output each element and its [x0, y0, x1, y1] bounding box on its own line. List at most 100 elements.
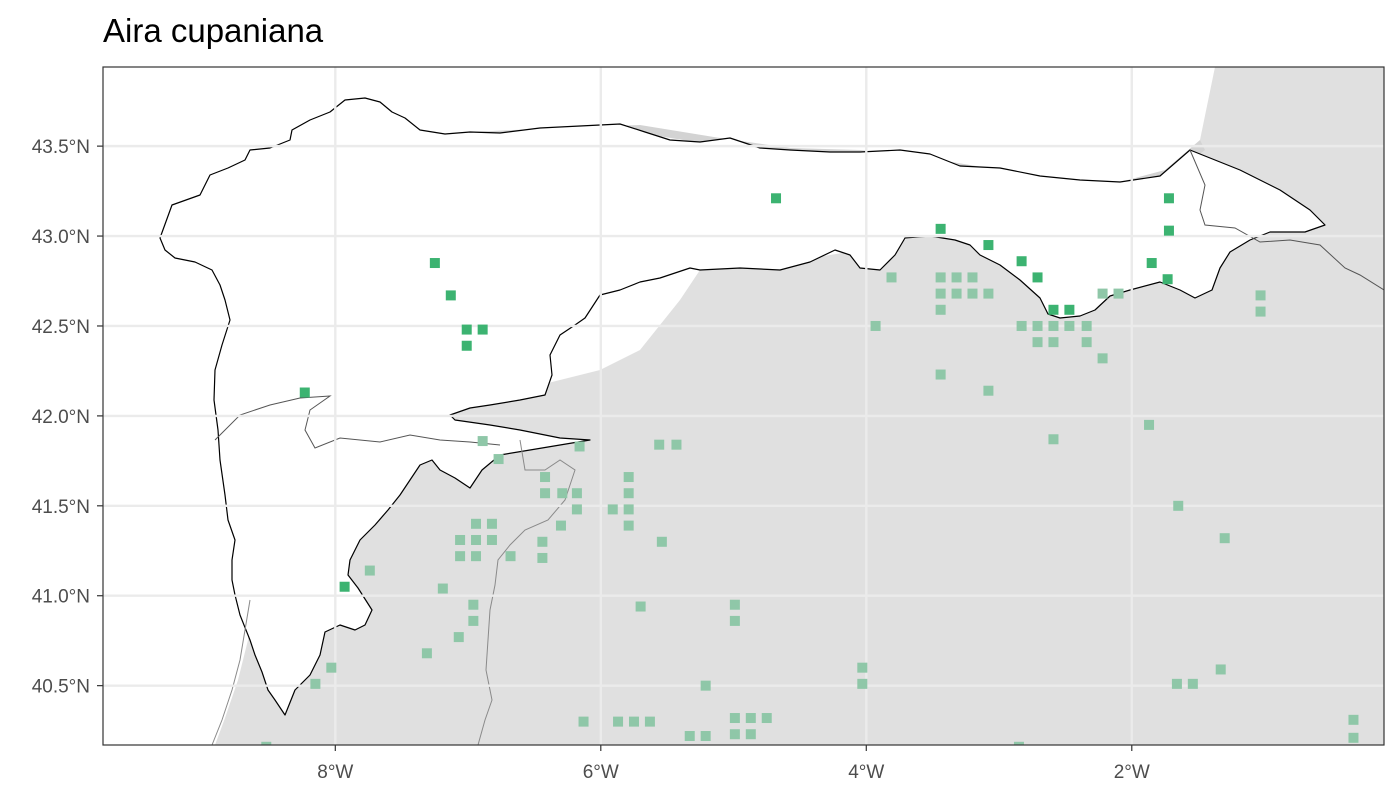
point-inside [771, 193, 782, 204]
point-outside [607, 504, 618, 515]
point-inside [1162, 274, 1173, 285]
point-inside [1163, 193, 1174, 204]
point-outside [870, 320, 881, 331]
point-outside [477, 436, 488, 447]
points-outside [261, 272, 1359, 745]
point-outside [471, 534, 482, 545]
y-tick-label: 42.5°N [32, 317, 90, 338]
point-outside [486, 518, 497, 529]
point-outside [1048, 337, 1059, 348]
point-outside [571, 504, 582, 515]
point-outside [628, 716, 639, 727]
point-outside [453, 632, 464, 643]
point-outside [1219, 533, 1230, 544]
point-outside [623, 472, 634, 483]
region-boundary-east [1189, 149, 1384, 291]
point-outside [1048, 320, 1059, 331]
point-outside [761, 713, 772, 724]
point-outside [967, 288, 978, 299]
point-outside [729, 713, 740, 724]
point-outside [437, 583, 448, 594]
point-inside [1163, 225, 1174, 236]
point-outside [935, 304, 946, 315]
point-outside [505, 551, 516, 562]
y-tick-label: 41.0°N [32, 587, 90, 608]
x-tick-label: 8°W [317, 762, 353, 783]
point-outside [578, 716, 589, 727]
point-outside [1081, 320, 1092, 331]
point-outside [1064, 320, 1075, 331]
point-outside [537, 552, 548, 563]
point-outside [935, 288, 946, 299]
point-outside [1187, 678, 1198, 689]
point-outside [654, 439, 665, 450]
point-outside [656, 536, 667, 547]
point-inside [1016, 256, 1027, 267]
point-outside [1215, 664, 1226, 675]
x-tick-label: 2°W [1114, 762, 1150, 783]
point-outside [700, 731, 711, 742]
point-outside [574, 441, 585, 452]
point-outside [613, 716, 624, 727]
study-area [159, 97, 1326, 716]
point-inside [339, 581, 350, 592]
points-inside [299, 193, 1174, 592]
y-tick-label: 40.5°N [32, 677, 90, 698]
point-outside [729, 615, 740, 626]
coast-south [211, 599, 251, 745]
point-outside [684, 731, 695, 742]
point-outside [700, 680, 711, 691]
point-outside [729, 599, 740, 610]
panel-border [102, 66, 1385, 746]
point-inside [299, 387, 310, 398]
point-outside [455, 551, 466, 562]
point-outside [951, 272, 962, 283]
y-tick-label: 43.0°N [32, 227, 90, 248]
point-outside [1013, 741, 1024, 745]
point-outside [261, 741, 272, 745]
y-tick-label: 42.0°N [32, 407, 90, 428]
point-outside [471, 551, 482, 562]
point-outside [1113, 288, 1124, 299]
point-outside [1097, 353, 1108, 364]
point-outside [1081, 337, 1092, 348]
point-outside [1032, 337, 1043, 348]
point-outside [1255, 306, 1266, 317]
point-outside [857, 678, 868, 689]
point-inside [935, 223, 946, 234]
point-outside [1097, 288, 1108, 299]
point-inside [461, 324, 472, 335]
gridlines-x [334, 67, 1133, 745]
point-outside [635, 601, 646, 612]
point-outside [486, 534, 497, 545]
point-outside [1173, 500, 1184, 511]
point-outside [623, 504, 634, 515]
point-outside [540, 472, 551, 483]
point-outside [857, 662, 868, 673]
point-outside [1348, 714, 1359, 725]
border-boundary [477, 439, 576, 745]
x-tick-label: 6°W [583, 762, 619, 783]
point-inside [1032, 272, 1043, 283]
point-inside [1146, 258, 1157, 269]
point-outside [644, 716, 655, 727]
point-outside [623, 520, 634, 531]
point-outside [745, 729, 756, 740]
point-outside [468, 615, 479, 626]
point-outside [310, 678, 321, 689]
point-outside [1144, 419, 1155, 430]
point-inside [1064, 304, 1075, 315]
point-inside [1048, 304, 1059, 315]
point-outside [1032, 320, 1043, 331]
point-outside [1016, 320, 1027, 331]
point-outside [326, 662, 337, 673]
point-outside [983, 385, 994, 396]
point-outside [886, 272, 897, 283]
point-outside [471, 518, 482, 529]
point-outside [571, 488, 582, 499]
point-outside [364, 565, 375, 576]
y-tick-label: 41.5°N [32, 497, 90, 518]
point-outside [455, 534, 466, 545]
point-outside [983, 288, 994, 299]
